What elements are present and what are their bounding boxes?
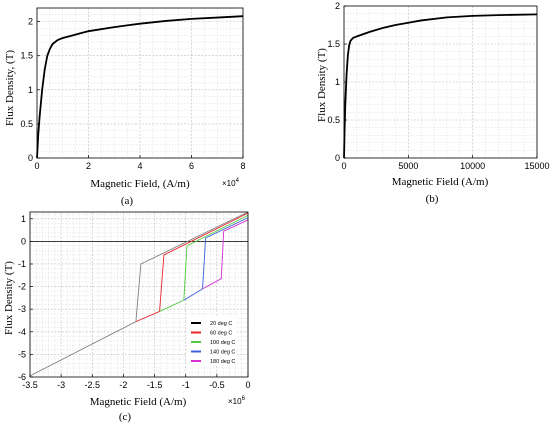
chart-b-grid <box>343 5 538 159</box>
chart-b-xtick-label: 5000 <box>398 161 418 171</box>
chart-a-caption: (a) <box>121 195 134 207</box>
chart-a-ytick-label: 0.5 <box>20 119 33 129</box>
chart-panel-c: -3.5 -3 -2.5 -2 -1.5 -1 -0.5 0 -6 -5 -4 -3 -2 -1 0 1 20 … <box>18 211 251 390</box>
chart-a-xtick-label: 8 <box>240 161 245 171</box>
chart-b-ytick-label: 1.5 <box>327 39 340 49</box>
chart-b-series-line-0 <box>343 13 538 159</box>
chart-b-xtick-label: 10000 <box>460 161 485 171</box>
chart-c-legend-label: 60 deg C <box>210 331 232 337</box>
chart-b-xlabel: Magnetic Field (A/m) <box>392 176 489 188</box>
chart-a-xtick-label: 2 <box>86 161 91 171</box>
chart-c-series-line-0 <box>29 211 249 377</box>
chart-c-xtick-label: 0 <box>245 380 250 390</box>
chart-a-xlabel: Magnetic Field, (A/m) <box>90 178 190 190</box>
chart-c-xmultiplier: ×106 <box>228 396 246 406</box>
chart-c-ytick-label: -1 <box>18 259 26 269</box>
chart-a-series-line-0 <box>36 15 244 159</box>
chart-b-ytick-label: 2 <box>335 1 340 11</box>
chart-c-ylabel: Flux Density (T) <box>3 261 15 335</box>
chart-b-xtick-label: 15000 <box>524 161 549 171</box>
chart-c-axes-frame <box>29 211 249 378</box>
chart-c-xtick-label: -2.5 <box>85 380 101 390</box>
chart-c-series-line-2 <box>159 214 249 312</box>
chart-a-grid <box>36 7 244 159</box>
chart-c-ytick-label: -5 <box>18 349 26 359</box>
chart-a-ytick-label: 2 <box>28 17 33 27</box>
chart-c-series-line-1 <box>135 212 249 323</box>
chart-a-ylabel: Flux Density, (T) <box>4 50 16 126</box>
chart-a-ytick-label: 1 <box>28 85 33 95</box>
chart-b-caption: (b) <box>426 193 439 205</box>
chart-c-xtick-label: -3.5 <box>22 380 38 390</box>
chart-a-xmultiplier: ×104 <box>222 178 240 188</box>
chart-c-legend-label: 100 deg C <box>210 340 235 346</box>
chart-c-ytick-label: 1 <box>21 214 26 224</box>
chart-panel-a: 0 2 4 6 8 0 0.5 1 1.5 2 <box>20 7 246 171</box>
chart-c-ytick-label: -2 <box>18 282 26 292</box>
chart-c-legend-label: 140 deg C <box>210 350 235 356</box>
chart-c-xtick-label: -1 <box>182 380 190 390</box>
chart-c-legend: 20 deg C 60 deg C 100 deg C 140 deg C 180 de… <box>187 316 237 365</box>
chart-c-legend-label: 180 deg C <box>210 359 235 365</box>
chart-a-xtick-label: 0 <box>34 161 39 171</box>
chart-c-legend-label: 20 deg C <box>210 321 232 327</box>
chart-c-xtick-label: -1.5 <box>147 380 163 390</box>
chart-c-xtick-label: -2 <box>119 380 127 390</box>
chart-c-xtick-label: -3 <box>57 380 65 390</box>
chart-a-xtick-label: 6 <box>189 161 194 171</box>
chart-c-ytick-label: -6 <box>18 372 26 382</box>
chart-panel-b: 0 5000 10000 15000 0 0.5 1 1.5 2 <box>327 1 549 171</box>
chart-c-caption: (c) <box>119 411 132 423</box>
chart-c-ytick-label: -3 <box>18 304 26 314</box>
chart-b-ylabel: Flux Density (T) <box>316 48 328 122</box>
chart-b-ytick-label: 1 <box>335 77 340 87</box>
chart-c-grid <box>29 212 249 377</box>
chart-c-ytick-label: -4 <box>18 327 26 337</box>
chart-c-series-line-3 <box>183 217 249 301</box>
chart-c-xtick-label: -0.5 <box>209 380 225 390</box>
chart-a-xtick-label: 4 <box>137 161 142 171</box>
chart-b-ytick-label: 0.5 <box>327 115 340 125</box>
chart-a-ytick-label: 1.5 <box>20 51 33 61</box>
chart-b-ytick-label: 0 <box>335 153 340 163</box>
chart-c-ytick-label: 0 <box>21 236 26 246</box>
chart-c-xlabel: Magnetic Field (A/m) <box>90 396 187 408</box>
chart-b-xtick-label: 0 <box>341 161 346 171</box>
chart-a-ytick-label: 0 <box>28 153 33 163</box>
chart-c-series-line-4 <box>202 219 249 290</box>
